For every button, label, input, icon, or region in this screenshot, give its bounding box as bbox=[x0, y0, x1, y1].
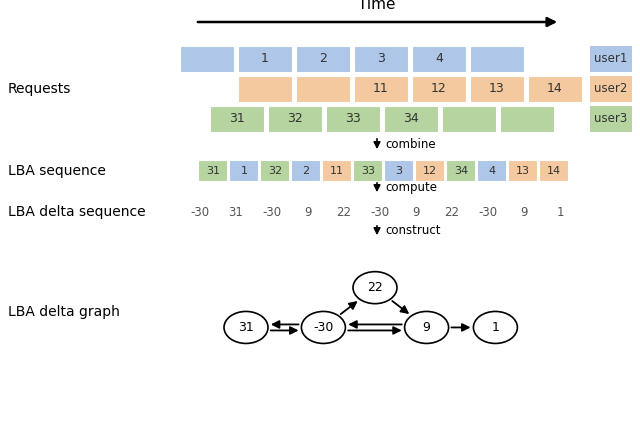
Text: 22: 22 bbox=[367, 281, 383, 294]
FancyBboxPatch shape bbox=[237, 45, 292, 73]
FancyBboxPatch shape bbox=[296, 45, 351, 73]
Text: 4: 4 bbox=[488, 166, 495, 176]
Text: 2: 2 bbox=[319, 53, 327, 66]
Text: 9: 9 bbox=[422, 321, 431, 334]
FancyBboxPatch shape bbox=[412, 76, 467, 102]
Text: 14: 14 bbox=[547, 166, 561, 176]
Text: construct: construct bbox=[385, 225, 440, 238]
Text: -30: -30 bbox=[191, 206, 209, 219]
FancyBboxPatch shape bbox=[539, 160, 569, 182]
FancyBboxPatch shape bbox=[296, 76, 351, 102]
Text: combine: combine bbox=[385, 137, 436, 150]
FancyBboxPatch shape bbox=[291, 160, 321, 182]
Text: 22: 22 bbox=[445, 206, 460, 219]
Text: 3: 3 bbox=[396, 166, 403, 176]
Text: 9: 9 bbox=[412, 206, 420, 219]
FancyBboxPatch shape bbox=[470, 76, 525, 102]
FancyBboxPatch shape bbox=[590, 46, 632, 72]
Text: Time: Time bbox=[358, 0, 396, 12]
Text: user1: user1 bbox=[595, 53, 628, 66]
Text: 12: 12 bbox=[423, 166, 437, 176]
Text: -30: -30 bbox=[262, 206, 282, 219]
Text: 11: 11 bbox=[330, 166, 344, 176]
FancyBboxPatch shape bbox=[527, 76, 582, 102]
Text: 31: 31 bbox=[206, 166, 220, 176]
Text: 34: 34 bbox=[454, 166, 468, 176]
FancyBboxPatch shape bbox=[470, 45, 525, 73]
Text: 9: 9 bbox=[520, 206, 528, 219]
Text: 1: 1 bbox=[241, 166, 248, 176]
Text: compute: compute bbox=[385, 181, 437, 194]
Ellipse shape bbox=[301, 311, 346, 343]
Text: -30: -30 bbox=[313, 321, 333, 334]
Text: 1: 1 bbox=[556, 206, 564, 219]
Text: 22: 22 bbox=[337, 206, 351, 219]
Text: 2: 2 bbox=[303, 166, 310, 176]
Text: 32: 32 bbox=[268, 166, 282, 176]
FancyBboxPatch shape bbox=[322, 160, 352, 182]
Text: LBA delta sequence: LBA delta sequence bbox=[8, 205, 146, 219]
FancyBboxPatch shape bbox=[383, 105, 438, 133]
Text: 1: 1 bbox=[261, 53, 269, 66]
FancyBboxPatch shape bbox=[590, 106, 632, 132]
Text: 9: 9 bbox=[304, 206, 312, 219]
Text: 12: 12 bbox=[431, 83, 447, 95]
FancyBboxPatch shape bbox=[508, 160, 538, 182]
Text: 31: 31 bbox=[238, 321, 254, 334]
Text: 1: 1 bbox=[492, 321, 499, 334]
FancyBboxPatch shape bbox=[260, 160, 290, 182]
Text: 13: 13 bbox=[516, 166, 530, 176]
Text: user3: user3 bbox=[595, 112, 628, 126]
Text: 34: 34 bbox=[403, 112, 419, 126]
FancyBboxPatch shape bbox=[209, 105, 264, 133]
FancyBboxPatch shape bbox=[499, 105, 554, 133]
FancyBboxPatch shape bbox=[198, 160, 228, 182]
Text: 13: 13 bbox=[489, 83, 505, 95]
Text: 4: 4 bbox=[435, 53, 443, 66]
FancyBboxPatch shape bbox=[326, 105, 381, 133]
Text: 14: 14 bbox=[547, 83, 563, 95]
Text: LBA delta graph: LBA delta graph bbox=[8, 305, 120, 319]
FancyBboxPatch shape bbox=[179, 45, 234, 73]
FancyBboxPatch shape bbox=[442, 105, 497, 133]
Text: 31: 31 bbox=[229, 112, 245, 126]
FancyBboxPatch shape bbox=[384, 160, 414, 182]
FancyBboxPatch shape bbox=[412, 45, 467, 73]
Text: 11: 11 bbox=[373, 83, 389, 95]
Text: user2: user2 bbox=[595, 83, 628, 95]
Text: 33: 33 bbox=[345, 112, 361, 126]
FancyBboxPatch shape bbox=[353, 76, 408, 102]
Text: LBA sequence: LBA sequence bbox=[8, 164, 106, 178]
FancyBboxPatch shape bbox=[415, 160, 445, 182]
Text: 31: 31 bbox=[228, 206, 243, 219]
Ellipse shape bbox=[404, 311, 449, 343]
Text: 33: 33 bbox=[361, 166, 375, 176]
Text: Requests: Requests bbox=[8, 82, 72, 96]
Ellipse shape bbox=[353, 272, 397, 304]
FancyBboxPatch shape bbox=[268, 105, 323, 133]
Text: -30: -30 bbox=[479, 206, 497, 219]
FancyBboxPatch shape bbox=[353, 160, 383, 182]
Text: -30: -30 bbox=[371, 206, 390, 219]
FancyBboxPatch shape bbox=[353, 45, 408, 73]
Text: 3: 3 bbox=[377, 53, 385, 66]
Text: 32: 32 bbox=[287, 112, 303, 126]
FancyBboxPatch shape bbox=[477, 160, 507, 182]
Ellipse shape bbox=[474, 311, 517, 343]
FancyBboxPatch shape bbox=[446, 160, 476, 182]
FancyBboxPatch shape bbox=[229, 160, 259, 182]
Ellipse shape bbox=[224, 311, 268, 343]
FancyBboxPatch shape bbox=[237, 76, 292, 102]
FancyBboxPatch shape bbox=[590, 76, 632, 102]
